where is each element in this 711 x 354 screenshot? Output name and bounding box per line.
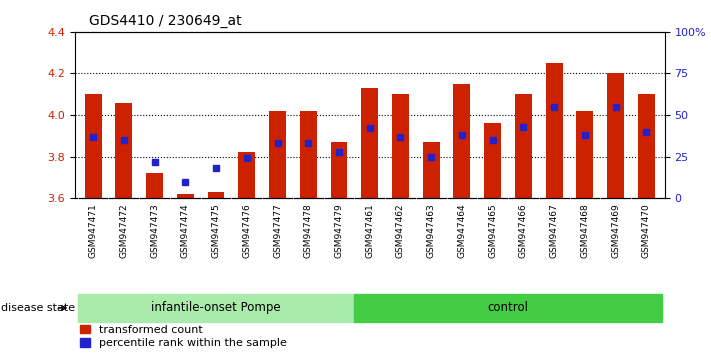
Bar [146,173,163,198]
Text: infantile-onset Pompe: infantile-onset Pompe [151,302,281,314]
Text: GSM947464: GSM947464 [457,203,466,258]
Bar [208,192,225,198]
Legend: transformed count, percentile rank within the sample: transformed count, percentile rank withi… [80,325,287,348]
Bar [85,94,102,198]
Bar [484,124,501,198]
Text: GSM947463: GSM947463 [427,203,436,258]
Text: GSM947466: GSM947466 [519,203,528,258]
Bar [638,94,655,198]
Text: GSM947461: GSM947461 [365,203,374,258]
Text: disease state: disease state [1,303,75,313]
Bar [331,142,348,198]
Bar [454,84,471,198]
Text: GDS4410 / 230649_at: GDS4410 / 230649_at [89,14,242,28]
Text: GSM947468: GSM947468 [580,203,589,258]
Bar [515,94,532,198]
Bar [238,153,255,198]
Text: GSM947469: GSM947469 [611,203,620,258]
Text: GSM947470: GSM947470 [642,203,651,258]
Text: GSM947471: GSM947471 [89,203,97,258]
Bar [300,111,316,198]
Text: GSM947475: GSM947475 [212,203,220,258]
Bar [354,294,662,322]
Bar [607,74,624,198]
Bar [577,111,593,198]
Text: GSM947474: GSM947474 [181,203,190,258]
Text: control: control [488,302,528,314]
Text: GSM947477: GSM947477 [273,203,282,258]
Bar [115,103,132,198]
Bar [77,294,354,322]
Text: GSM947476: GSM947476 [242,203,251,258]
Text: GSM947462: GSM947462 [396,203,405,258]
Bar [269,111,286,198]
Bar [392,94,409,198]
Text: GSM947478: GSM947478 [304,203,313,258]
Text: GSM947473: GSM947473 [150,203,159,258]
Text: GSM947465: GSM947465 [488,203,497,258]
Text: GSM947479: GSM947479 [334,203,343,258]
Bar [423,142,439,198]
Bar [177,194,194,198]
Bar [361,88,378,198]
Text: GSM947472: GSM947472 [119,203,128,258]
Text: GSM947467: GSM947467 [550,203,559,258]
Bar [545,63,562,198]
